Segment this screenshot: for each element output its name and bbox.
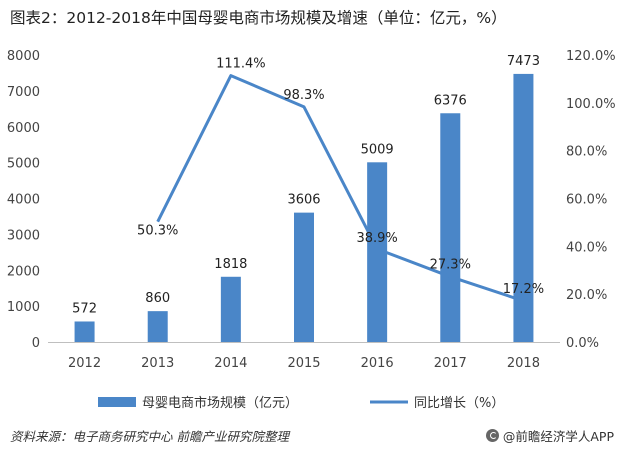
bar <box>513 73 534 342</box>
y-left-tick-label: 6000 <box>7 121 40 136</box>
y-left-tick-label: 1000 <box>7 300 40 315</box>
y-right-tick-label: 120.0% <box>566 49 616 64</box>
line-value-label: 50.3% <box>137 224 178 239</box>
y-left-tick-label: 8000 <box>7 49 40 64</box>
brand-logo-icon <box>485 429 499 442</box>
brand-credit-text: @前瞻经济学人APP <box>502 429 614 444</box>
brand-credit: @前瞻经济学人APP <box>485 426 614 445</box>
x-tick-label: 2018 <box>507 356 540 371</box>
growth-line <box>156 74 524 303</box>
line-value-label: 98.3% <box>283 88 324 103</box>
y-left-tick-label: 4000 <box>7 193 40 208</box>
chart-title: 图表2：2012-2018年中国母婴电商市场规模及增速（单位：亿元，%） <box>10 9 507 27</box>
y-right-tick-label: 20.0% <box>566 288 607 303</box>
x-tick-label: 2017 <box>434 356 467 371</box>
y-right-tick-label: 40.0% <box>566 240 607 255</box>
bar-value-label: 860 <box>145 291 170 306</box>
bar-value-label: 6376 <box>434 93 467 108</box>
legend-bar-label: 母婴电商市场规模（亿元） <box>142 395 298 411</box>
line-value-label: 27.3% <box>430 258 471 273</box>
y-right-tick-label: 60.0% <box>566 193 607 208</box>
bar-value-label: 3606 <box>287 193 320 208</box>
legend-bar-swatch <box>98 397 136 407</box>
y-right-tick-label: 100.0% <box>566 97 616 112</box>
y-left-tick-label: 5000 <box>7 157 40 172</box>
bar <box>367 162 388 342</box>
y-right-tick-label: 80.0% <box>566 145 607 160</box>
bar-value-label: 572 <box>72 301 97 316</box>
source-note: 资料来源：电子商务研究中心 前瞻产业研究院整理 <box>10 429 289 444</box>
bar <box>294 212 314 342</box>
bar <box>74 321 95 342</box>
line-value-label: 38.9% <box>356 231 397 246</box>
line-value-label: 111.4% <box>216 57 266 72</box>
y-left-tick-label: 2000 <box>7 264 40 279</box>
legend-line-label: 同比增长（%） <box>414 396 504 411</box>
bar-value-label: 7473 <box>507 54 540 69</box>
x-tick-label: 2014 <box>214 356 247 371</box>
x-tick-label: 2015 <box>287 356 320 371</box>
bar-value-label: 5009 <box>361 142 394 157</box>
bar <box>440 113 461 342</box>
bar <box>147 311 168 342</box>
x-tick-label: 2016 <box>361 356 394 371</box>
line-value-label: 17.2% <box>503 282 544 297</box>
y-left-tick-label: 0 <box>32 336 40 351</box>
x-tick-label: 2012 <box>68 356 101 371</box>
x-tick-label: 2013 <box>141 356 174 371</box>
bar <box>220 276 241 342</box>
y-right-tick-label: 0.0% <box>566 336 599 351</box>
bar-value-label: 1818 <box>214 257 247 272</box>
y-left-tick-label: 7000 <box>7 85 40 100</box>
y-left-tick-label: 3000 <box>7 228 40 243</box>
